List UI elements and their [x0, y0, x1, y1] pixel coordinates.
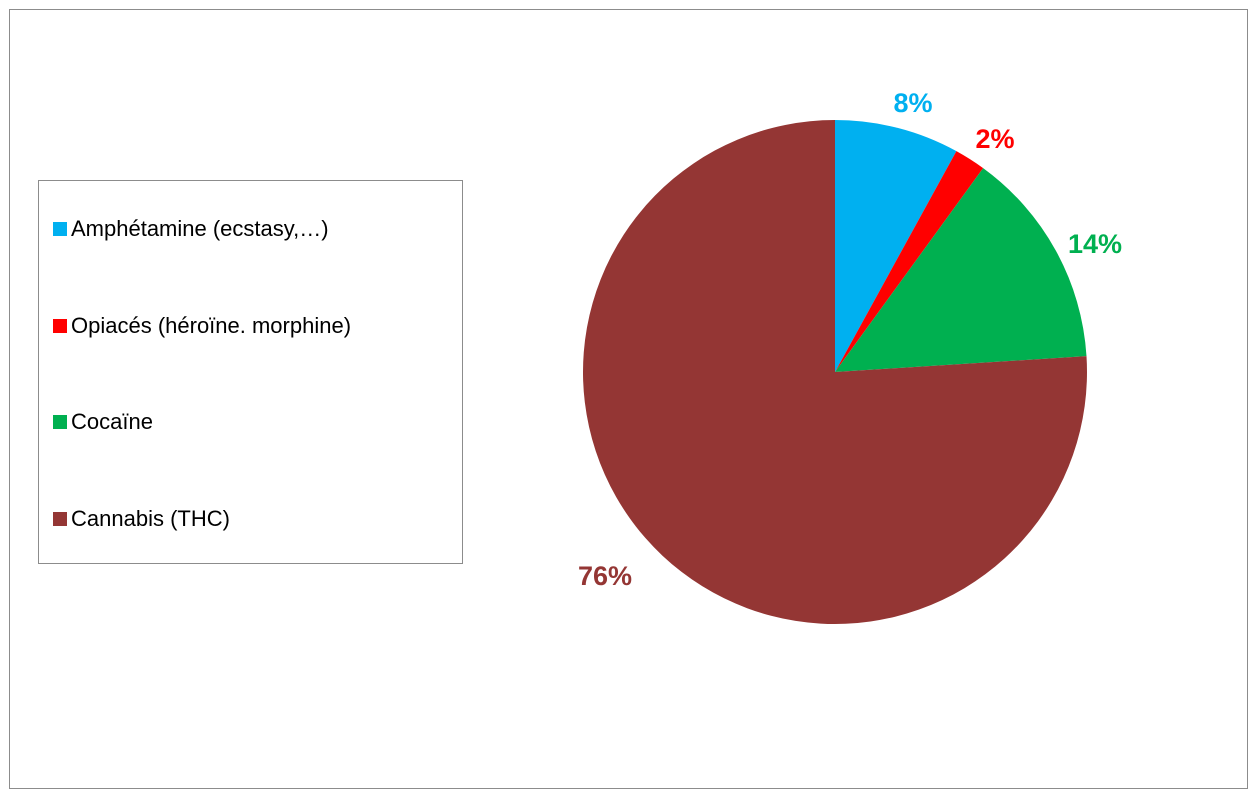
- pie-chart: 8% 2% 14% 76%: [578, 88, 1122, 624]
- legend-swatch-cannabis: [53, 512, 67, 526]
- data-label-opiaces: 2%: [975, 124, 1014, 154]
- legend-item-cocaine: Cocaïne: [53, 407, 153, 437]
- legend-label-opiaces: Opiacés (héroïne. morphine): [71, 313, 352, 338]
- legend-item-opiaces: Opiacés (héroïne. morphine): [53, 311, 351, 341]
- pie-slice-amphetamine: [835, 120, 957, 372]
- legend-label-cocaine: Cocaïne: [71, 409, 153, 434]
- legend-item-amphetamine: Amphétamine (ecstasy,…): [53, 214, 329, 244]
- legend: Amphétamine (ecstasy,…) Opiacés (héroïne…: [38, 180, 463, 564]
- pie-slice-cannabis: [582, 120, 1087, 624]
- legend-swatch-cocaine: [53, 415, 67, 429]
- legend-swatch-opiaces: [53, 319, 67, 333]
- pie-slice-opiaces: [835, 151, 984, 372]
- pie-slice-cocaine: [835, 168, 1087, 372]
- legend-swatch-amphetamine: [53, 222, 67, 236]
- data-label-cannabis: 76%: [578, 561, 632, 591]
- data-label-amphetamine: 8%: [893, 88, 932, 118]
- legend-item-cannabis: Cannabis (THC): [53, 504, 230, 534]
- legend-label-amphetamine: Amphétamine (ecstasy,…): [71, 216, 329, 241]
- legend-label-cannabis: Cannabis (THC): [71, 506, 230, 531]
- data-label-cocaine: 14%: [1068, 229, 1122, 259]
